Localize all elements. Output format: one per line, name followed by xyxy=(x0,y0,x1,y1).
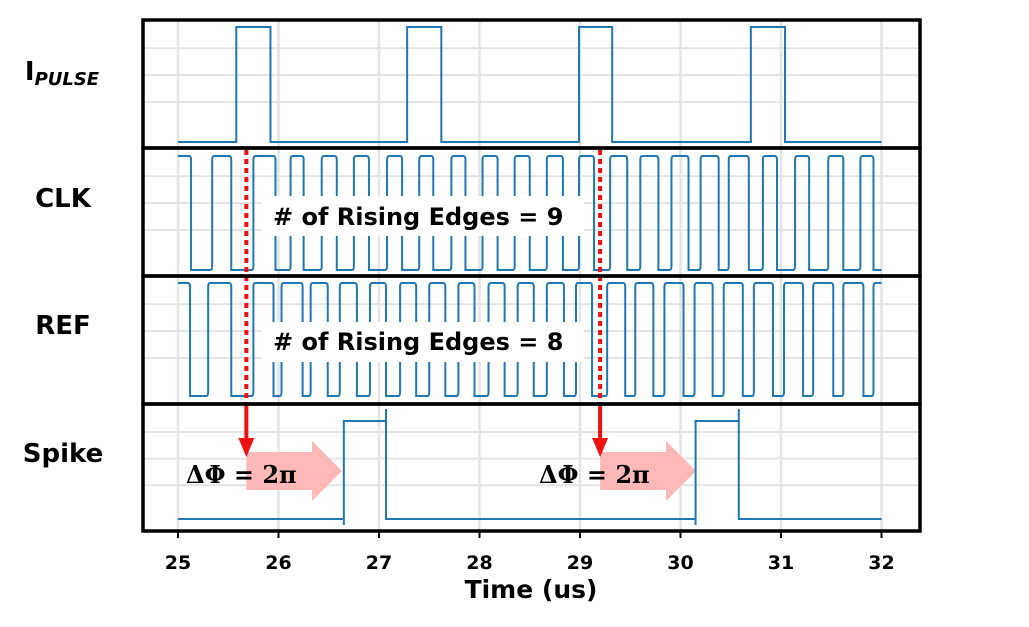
phase-label-1: ΔΦ = 2π xyxy=(186,460,297,489)
spike-label: Spike xyxy=(23,439,103,469)
clk-edges-annotation: # of Rising Edges = 9 xyxy=(273,203,563,231)
x-tick-label: 25 xyxy=(165,552,191,574)
phase-label-2: ΔΦ = 2π xyxy=(539,460,650,489)
spike-trace xyxy=(178,409,882,525)
x-tick-label: 27 xyxy=(366,552,392,574)
clk-annotation-bg xyxy=(262,196,584,236)
phase-arrow xyxy=(246,441,342,501)
ipulse-label: IPULSE xyxy=(25,57,100,90)
clk-label: CLK xyxy=(35,184,92,214)
marker-arrow-head xyxy=(238,438,255,457)
x-axis-ticks: 25 26 27 28 29 30 31 32 xyxy=(165,531,895,574)
x-axis-label: Time (us) xyxy=(465,575,598,604)
ref-label: REF xyxy=(35,311,91,341)
ipulse-label-sub: PULSE xyxy=(35,69,100,90)
marker-arrow-head xyxy=(592,438,609,457)
x-tick-label: 26 xyxy=(265,552,291,574)
phase-arrow xyxy=(600,441,696,501)
x-tick-label: 29 xyxy=(567,552,593,574)
x-tick-label: 31 xyxy=(768,552,794,574)
panel-frames xyxy=(141,18,922,533)
panel-frame xyxy=(141,18,922,150)
x-tick-label: 30 xyxy=(667,552,693,574)
phase-arrows xyxy=(246,441,696,501)
ref-trace xyxy=(178,282,882,397)
ipulse-trace xyxy=(178,25,882,143)
ipulse-label-main: I xyxy=(25,57,35,87)
ref-annotation-bg xyxy=(262,322,584,362)
x-tick-label: 28 xyxy=(466,552,492,574)
x-tick-label: 32 xyxy=(868,552,894,574)
ref-edges-annotation: # of Rising Edges = 8 xyxy=(273,328,563,356)
panel-frame xyxy=(141,402,922,533)
